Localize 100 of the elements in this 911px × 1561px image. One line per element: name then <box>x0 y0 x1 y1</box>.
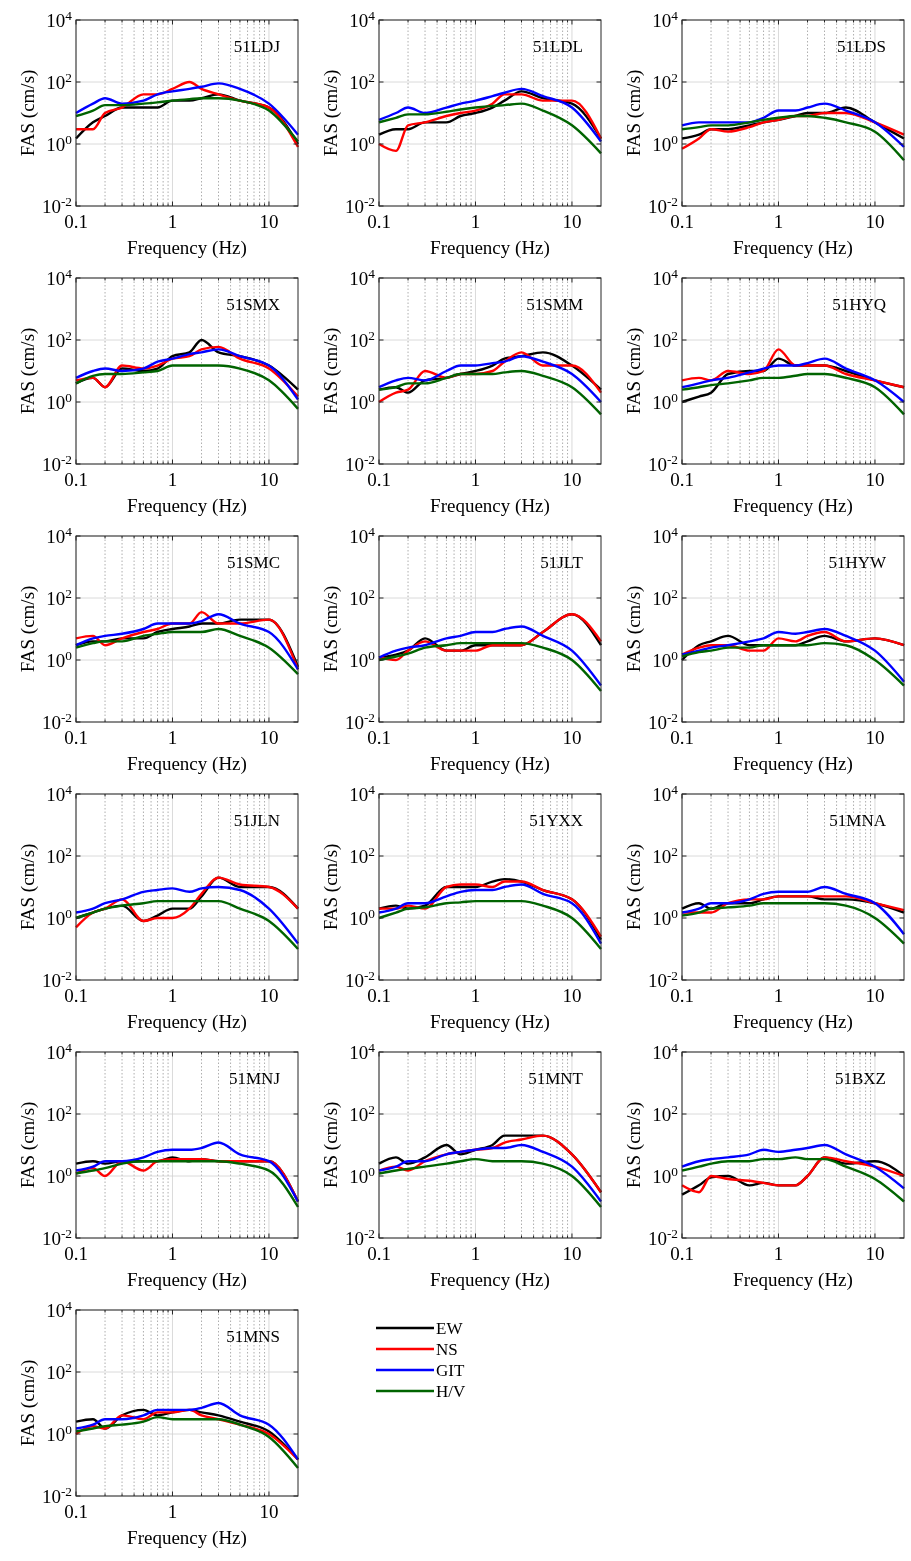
y-axis-title: FAS (cm/s) <box>17 69 39 157</box>
x-tick-label: 10 <box>562 1243 582 1264</box>
y-tick-label: 10$^{0}$ <box>46 131 73 155</box>
y-axis-title: FAS (cm/s) <box>17 585 39 673</box>
y-tick-label: 10$^{0}$ <box>652 131 679 155</box>
text: 51MNS <box>226 1327 280 1346</box>
x-tick-label: 1 <box>167 985 178 1006</box>
y-tick-label: 10$^{4}$ <box>46 781 73 805</box>
x-axis-title: Frequency (Hz) <box>127 495 247 517</box>
text: 51SMX <box>226 295 280 314</box>
y-axis-title: FAS (cm/s) <box>623 1101 645 1189</box>
y-tick-label: 10$^{0}$ <box>349 647 376 671</box>
y-tick-label: 10$^{0}$ <box>46 905 73 929</box>
y-tick-label: 10$^{0}$ <box>652 905 679 929</box>
y-tick-label: 10$^{2}$ <box>652 327 678 351</box>
x-tick-label: 1 <box>773 985 784 1006</box>
x-tick-label: 0.1 <box>64 985 88 1006</box>
text: 51MNA <box>829 811 887 830</box>
x-tick-label: 0.1 <box>64 727 88 748</box>
y-tick-label: 10$^{4}$ <box>652 265 679 289</box>
legend-label: NS <box>436 1340 458 1359</box>
x-tick-label: 10 <box>259 211 279 232</box>
x-tick-label: 1 <box>470 985 481 1006</box>
y-tick-label: 10$^{4}$ <box>349 265 376 289</box>
y-tick-label: 10$^{2}$ <box>652 843 678 867</box>
y-tick-label: 10$^{4}$ <box>652 1039 679 1063</box>
y-tick-label: 10$^{0}$ <box>349 905 376 929</box>
text: 51JLN <box>233 811 280 830</box>
y-tick-label: 10$^{0}$ <box>652 1163 679 1187</box>
y-tick-label: 10$^{4}$ <box>46 1039 73 1063</box>
y-tick-label: 10$^{4}$ <box>652 7 679 31</box>
y-tick-label: 10$^{2}$ <box>349 327 375 351</box>
x-tick-label: 0.1 <box>670 211 694 232</box>
y-axis-title: FAS (cm/s) <box>320 327 342 415</box>
y-tick-label: 10$^{2}$ <box>652 69 678 93</box>
x-tick-label: 0.1 <box>367 1243 391 1264</box>
x-tick-label: 10 <box>865 211 885 232</box>
x-tick-label: 0.1 <box>367 469 391 490</box>
y-tick-label: 10$^{0}$ <box>46 1163 73 1187</box>
y-axis-title: FAS (cm/s) <box>320 843 342 931</box>
x-tick-label: 0.1 <box>670 1243 694 1264</box>
x-tick-label: 0.1 <box>64 211 88 232</box>
y-axis-title: FAS (cm/s) <box>17 327 39 415</box>
x-tick-label: 1 <box>773 727 784 748</box>
text: 51MNJ <box>228 1069 281 1088</box>
y-tick-label: 10$^{0}$ <box>652 389 679 413</box>
text: 51LDJ <box>233 37 281 56</box>
y-tick-label: 10$^{4}$ <box>349 523 376 547</box>
y-tick-label: 10$^{2}$ <box>46 69 72 93</box>
y-axis-title: FAS (cm/s) <box>320 585 342 673</box>
x-axis-title: Frequency (Hz) <box>733 1011 853 1033</box>
y-tick-label: 10$^{2}$ <box>349 843 375 867</box>
y-axis-title: FAS (cm/s) <box>17 1359 39 1447</box>
x-tick-label: 1 <box>470 211 481 232</box>
y-tick-label: 10$^{0}$ <box>46 1421 73 1445</box>
x-axis-title: Frequency (Hz) <box>127 1527 247 1549</box>
x-axis-title: Frequency (Hz) <box>127 753 247 775</box>
x-tick-label: 10 <box>562 211 582 232</box>
x-tick-label: 0.1 <box>367 985 391 1006</box>
x-axis-title: Frequency (Hz) <box>430 495 550 517</box>
x-tick-label: 0.1 <box>367 727 391 748</box>
x-tick-label: 10 <box>865 985 885 1006</box>
y-tick-label: 10$^{0}$ <box>46 647 73 671</box>
text: 51SMM <box>526 295 583 314</box>
y-tick-label: 10$^{2}$ <box>652 1101 678 1125</box>
x-tick-label: 1 <box>470 727 481 748</box>
legend-label: H/V <box>436 1382 466 1401</box>
y-tick-label: 10$^{2}$ <box>46 843 72 867</box>
x-tick-label: 0.1 <box>670 727 694 748</box>
legend-label: GIT <box>436 1361 465 1380</box>
x-tick-label: 1 <box>167 469 178 490</box>
y-tick-label: 10$^{4}$ <box>46 1297 73 1321</box>
y-tick-label: 10$^{4}$ <box>46 7 73 31</box>
text: 51MNT <box>528 1069 584 1088</box>
x-tick-label: 1 <box>470 1243 481 1264</box>
y-axis-title: FAS (cm/s) <box>17 843 39 931</box>
x-tick-label: 0.1 <box>367 211 391 232</box>
y-tick-label: 10$^{0}$ <box>349 1163 376 1187</box>
y-tick-label: 10$^{4}$ <box>349 7 376 31</box>
x-tick-label: 1 <box>470 469 481 490</box>
y-tick-label: 10$^{2}$ <box>349 585 375 609</box>
x-axis-title: Frequency (Hz) <box>127 1011 247 1033</box>
x-axis-title: Frequency (Hz) <box>733 237 853 259</box>
y-tick-label: 10$^{4}$ <box>349 781 376 805</box>
y-tick-label: 10$^{0}$ <box>349 131 376 155</box>
x-axis-title: Frequency (Hz) <box>430 237 550 259</box>
x-tick-label: 0.1 <box>670 469 694 490</box>
x-tick-label: 10 <box>259 1501 279 1522</box>
x-tick-label: 10 <box>259 1243 279 1264</box>
y-axis-title: FAS (cm/s) <box>623 69 645 157</box>
text: 51BXZ <box>835 1069 886 1088</box>
x-tick-label: 1 <box>167 1243 178 1264</box>
x-tick-label: 10 <box>259 469 279 490</box>
x-axis-title: Frequency (Hz) <box>430 1011 550 1033</box>
y-tick-label: 10$^{0}$ <box>349 389 376 413</box>
y-tick-label: 10$^{4}$ <box>349 1039 376 1063</box>
x-tick-label: 1 <box>773 469 784 490</box>
x-tick-label: 1 <box>773 211 784 232</box>
x-tick-label: 1 <box>773 1243 784 1264</box>
text: 51HYW <box>828 553 887 572</box>
